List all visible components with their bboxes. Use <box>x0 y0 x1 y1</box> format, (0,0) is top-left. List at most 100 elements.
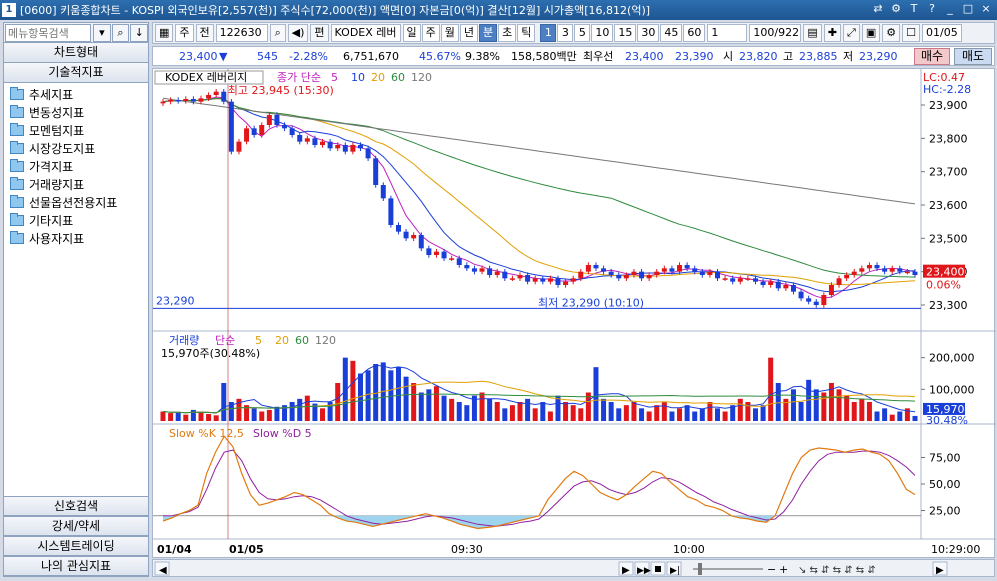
volume-bar <box>768 357 774 421</box>
menu-search-bar: ▾ ⌕ ↓ <box>4 23 149 43</box>
sell-button[interactable]: 매도 <box>954 48 992 65</box>
volume-bar <box>752 408 758 421</box>
code-search-icon[interactable]: ⌕ <box>269 24 286 42</box>
interval-tab[interactable]: 1 <box>540 24 557 42</box>
sound-icon[interactable]: ◀) <box>287 24 309 42</box>
date-input[interactable]: 01/05 <box>922 24 963 42</box>
arrow-down-icon[interactable]: ↓ <box>130 24 149 42</box>
font-icon[interactable]: T <box>910 2 918 15</box>
period-tab[interactable]: 분 <box>479 24 498 42</box>
lc-label: LC:0.47 <box>923 71 965 84</box>
interval-tab[interactable]: 10 <box>591 24 614 42</box>
price-tick-label: 23,800 <box>929 132 968 145</box>
interval-tab[interactable]: 5 <box>574 24 591 42</box>
tree-item[interactable]: 선물옵션전용지표 <box>4 193 148 211</box>
save-icon[interactable]: ▣ <box>861 24 881 42</box>
grid-icon[interactable]: ▤ <box>803 24 822 42</box>
candle-body <box>593 265 599 269</box>
volume-bar <box>684 405 690 421</box>
scroll-end-button[interactable] <box>932 561 948 576</box>
folder-icon <box>10 176 24 190</box>
close-icon[interactable]: × <box>981 2 991 15</box>
minimize-icon[interactable]: _ <box>947 2 953 15</box>
period-tab[interactable]: 초 <box>498 24 517 42</box>
tree-item[interactable]: 사용자지표 <box>4 229 148 247</box>
prev-button[interactable]: 전 <box>195 24 214 42</box>
period-tab[interactable]: 틱 <box>517 24 536 42</box>
tree-item[interactable]: 추세지표 <box>4 85 148 103</box>
sidebar-bottom-button[interactable]: 신호검색 <box>4 496 148 516</box>
volume-bar <box>677 408 683 421</box>
range-input[interactable]: 100/922 <box>749 24 802 42</box>
help-icon[interactable]: ? <box>929 2 935 15</box>
tree-item[interactable]: 모멘텀지표 <box>4 121 148 139</box>
candle-body <box>828 285 834 295</box>
next-button[interactable] <box>666 561 682 576</box>
candle-body <box>798 291 804 299</box>
period-tab[interactable]: 일 <box>402 24 421 42</box>
link-icon[interactable]: ⇄ <box>873 2 883 15</box>
price-tick-label: 23,600 <box>929 199 968 212</box>
tree-item[interactable]: 가격지표 <box>4 157 148 175</box>
buy-button[interactable]: 매수 <box>914 48 950 65</box>
zoom-icon[interactable]: ⤢ <box>843 24 860 42</box>
period-tab[interactable]: 월 <box>440 24 459 42</box>
volume-bar <box>555 395 561 421</box>
sidebar-bottom-button[interactable]: 나의 관심지표 <box>4 556 148 576</box>
period-tab[interactable]: 주 <box>421 24 440 42</box>
tree-item[interactable]: 변동성지표 <box>4 103 148 121</box>
gear-icon[interactable]: ⚙ <box>882 24 901 42</box>
interval-tab[interactable]: 15 <box>614 24 637 42</box>
candle-body <box>859 268 865 272</box>
scroll-right-button[interactable] <box>618 561 634 576</box>
folder-icon <box>10 194 24 208</box>
volume-bar <box>388 370 394 421</box>
tools-icon[interactable]: ⚙ <box>891 2 901 15</box>
candle-body <box>623 275 629 279</box>
code-input[interactable]: 122630 <box>215 24 268 42</box>
volume-bar <box>160 411 166 421</box>
maximize-icon[interactable]: □ <box>962 2 974 15</box>
zoom-in-icon[interactable]: + <box>779 563 788 576</box>
play-all-button[interactable] <box>634 561 650 576</box>
tree-item[interactable]: 거래량지표 <box>4 175 148 193</box>
chart-type-button[interactable]: 차트형태 <box>4 43 148 63</box>
tree-item[interactable]: 기타지표 <box>4 211 148 229</box>
checkbox-icon[interactable]: ☐ <box>902 24 921 42</box>
volume-bar <box>578 408 584 421</box>
chart-scrollbar[interactable]: ◀ ▶ ▶▶ ▶| − + ↘ ⇆ ⇵ ⇆ ⇵ ⇆ ⇵ ▶ <box>152 559 995 577</box>
turnover-rate: 9.38% <box>465 49 500 63</box>
period-tab[interactable]: 년 <box>459 24 479 42</box>
menu-search-input[interactable] <box>5 24 91 42</box>
chart-canvas[interactable]: 23,900 23,800 23,700 23,600 23,500 23,400 23,3… <box>153 69 996 559</box>
search-icon[interactable]: ⌕ <box>111 24 130 42</box>
sidebar-bottom-button[interactable]: 시스템트레이딩 <box>4 536 148 556</box>
tree-item-label: 변동성지표 <box>29 105 85 120</box>
chart-area[interactable]: 23,900 23,800 23,700 23,600 23,500 23,400 23,3… <box>152 68 996 559</box>
tree-item[interactable]: 시장강도지표 <box>4 139 148 157</box>
volume-bar <box>449 398 455 421</box>
candle-body <box>236 141 242 152</box>
edit-button[interactable]: 편 <box>310 24 329 42</box>
draw-tools-icon[interactable]: ↘ ⇆ ⇵ ⇆ ⇵ ⇆ ⇵ <box>798 565 876 576</box>
interval-tab[interactable]: 60 <box>683 24 706 42</box>
zoom-slider-thumb[interactable] <box>698 563 702 575</box>
dropdown-icon[interactable]: ▾ <box>93 24 111 42</box>
crosshair-icon[interactable]: ✚ <box>823 24 842 42</box>
tech-indicator-button[interactable]: 기술적지표 <box>4 63 148 83</box>
volume-ma-60 <box>162 393 916 414</box>
folder-icon <box>10 86 24 100</box>
interval-tab[interactable]: 3 <box>557 24 574 42</box>
market-type-select[interactable]: 주 <box>175 24 194 42</box>
chart-settings-icon[interactable]: ▦ <box>155 24 174 42</box>
zoom-out-icon[interactable]: − <box>767 563 776 576</box>
slow-d-title: Slow %D 5 <box>253 427 312 440</box>
sidebar-bottom-button[interactable]: 강세/약세 <box>4 516 148 536</box>
count-select[interactable]: 1 <box>707 24 748 42</box>
interval-tab[interactable]: 30 <box>637 24 660 42</box>
scroll-left-button[interactable] <box>154 561 170 576</box>
interval-tab[interactable]: 45 <box>660 24 683 42</box>
candle-body <box>684 265 690 269</box>
scrollbar-controls[interactable]: ◀ ▶ ▶▶ ▶| − + ↘ ⇆ ⇵ ⇆ ⇵ ⇆ ⇵ ▶ <box>153 560 996 578</box>
